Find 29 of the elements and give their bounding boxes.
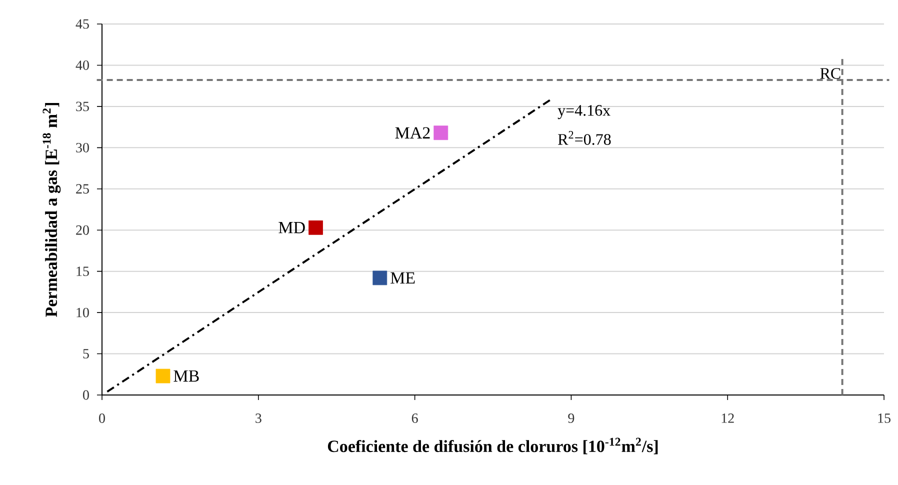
y-tick-label: 20 — [76, 225, 89, 235]
series-label: MA2 — [395, 127, 430, 138]
series-label: MD — [278, 222, 305, 234]
y-tick-label: 40 — [76, 60, 89, 70]
series-label: ME — [390, 272, 415, 284]
point — [308, 220, 323, 235]
y-tick-label: 45 — [76, 19, 89, 29]
y-tick-label: 25 — [76, 184, 89, 194]
series-label: MB — [174, 370, 199, 382]
y-tick-label: 0 — [83, 390, 89, 400]
x-tick-label: 12 — [722, 414, 734, 423]
y-tick-label: 5 — [83, 349, 89, 358]
point — [434, 126, 448, 140]
annotation: R$^{2}$=0.78 — [558, 131, 611, 145]
x-tick-label: 6 — [412, 414, 418, 423]
x-tick-label: 15 — [878, 414, 890, 423]
ref-line-label: RC — [820, 68, 840, 79]
y-axis-title: Permeabilidad a gas [E$^{-18}$ m$^{2}$] — [42, 103, 61, 317]
y-tick-label: 35 — [76, 102, 89, 112]
x-tick-label: 9 — [568, 414, 574, 423]
y-tick-label: 10 — [76, 308, 89, 318]
x-tick-label: 0 — [99, 414, 105, 423]
point — [156, 368, 170, 384]
annotation: y=4.16x — [558, 105, 610, 120]
point — [372, 270, 388, 286]
y-tick-label: 15 — [76, 266, 89, 276]
y-tick-label: 30 — [76, 142, 89, 152]
x-axis-title: Coeficiente de difusión de cloruros [10$^{-12}$m$^{2}$/s] — [328, 438, 658, 454]
x-tick-label: 3 — [256, 414, 262, 423]
